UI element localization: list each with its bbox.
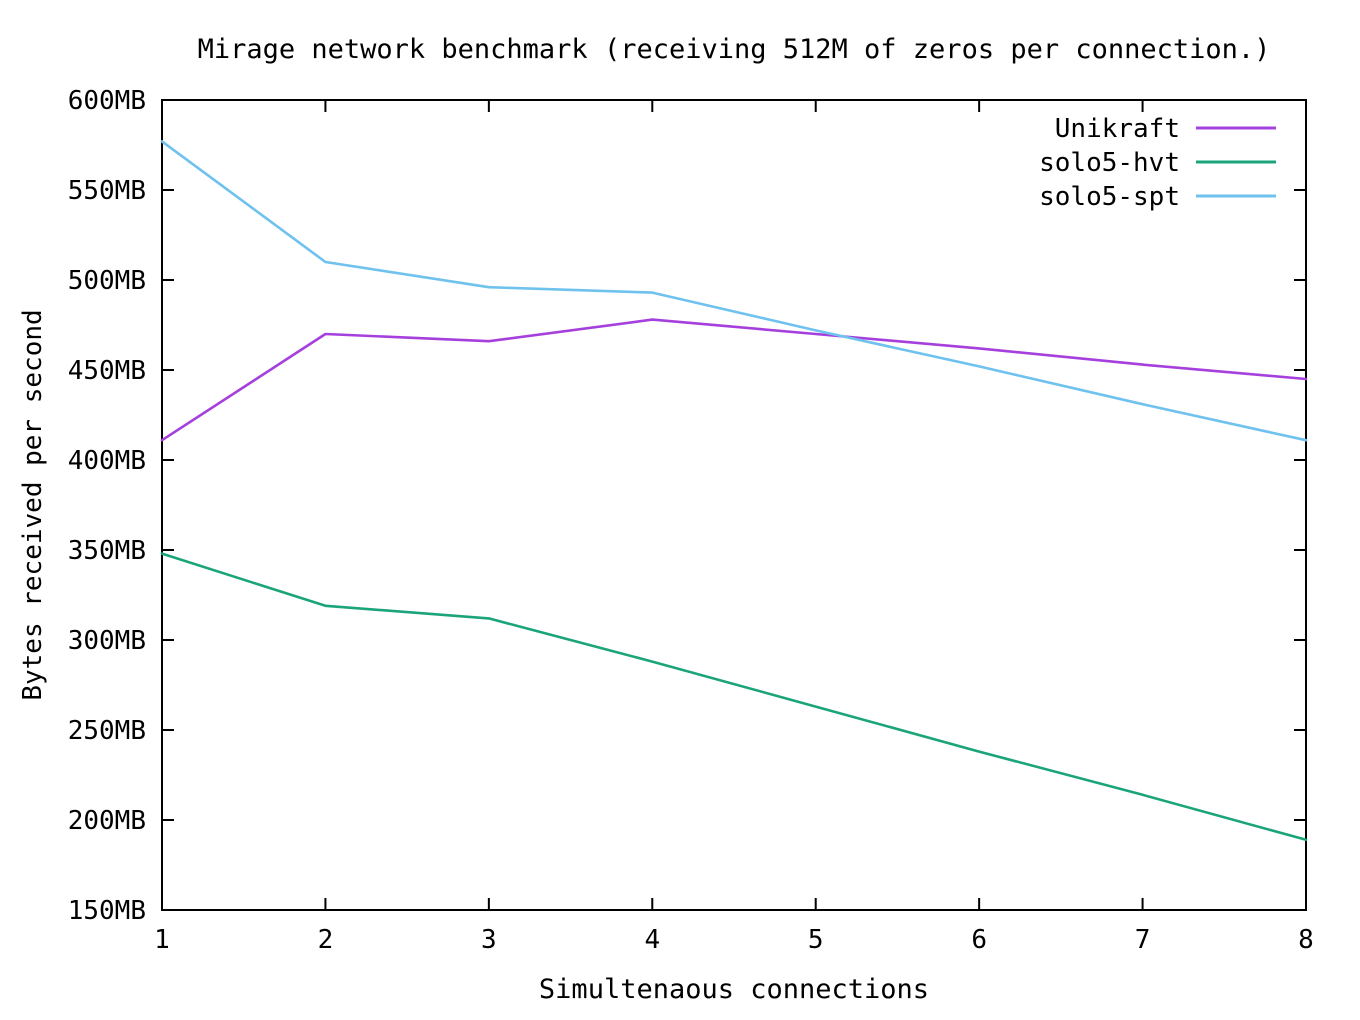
x-tick-label: 2 [318,925,334,955]
x-tick-label: 4 [644,925,660,955]
series-line-solo5-spt [160,140,1308,442]
plot-border [161,99,1307,911]
x-tick-label: 3 [481,925,497,955]
y-tick-label: 400MB [68,446,146,476]
y-tick-label: 250MB [68,716,146,746]
series-line-Unikraft [160,318,1308,442]
y-tick-label: 550MB [68,176,146,206]
x-tick-label: 1 [154,925,170,955]
x-tick-label: 6 [971,925,987,955]
x-tick-label: 8 [1298,925,1314,955]
chart-title: Mirage network benchmark (receiving 512M… [197,34,1271,65]
x-tick-label: 7 [1135,925,1151,955]
series-line-solo5-hvt [160,552,1308,842]
y-tick-label: 200MB [68,806,146,836]
y-tick-label: 350MB [68,536,146,566]
y-tick-label: 150MB [68,896,146,926]
y-tick-label: 600MB [68,86,146,116]
legend-label-solo5-spt: solo5-spt [1039,182,1180,212]
y-tick-label: 450MB [68,356,146,386]
legend-label-Unikraft: Unikraft [1055,114,1180,144]
y-tick-label: 300MB [68,626,146,656]
y-tick-label: 500MB [68,266,146,296]
x-tick-label: 5 [808,925,824,955]
x-axis-label: Simultenaous connections [538,974,930,1005]
legend-label-solo5-hvt: solo5-hvt [1039,148,1180,178]
